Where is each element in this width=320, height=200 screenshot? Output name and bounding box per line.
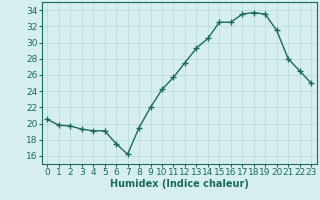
X-axis label: Humidex (Indice chaleur): Humidex (Indice chaleur) — [110, 179, 249, 189]
